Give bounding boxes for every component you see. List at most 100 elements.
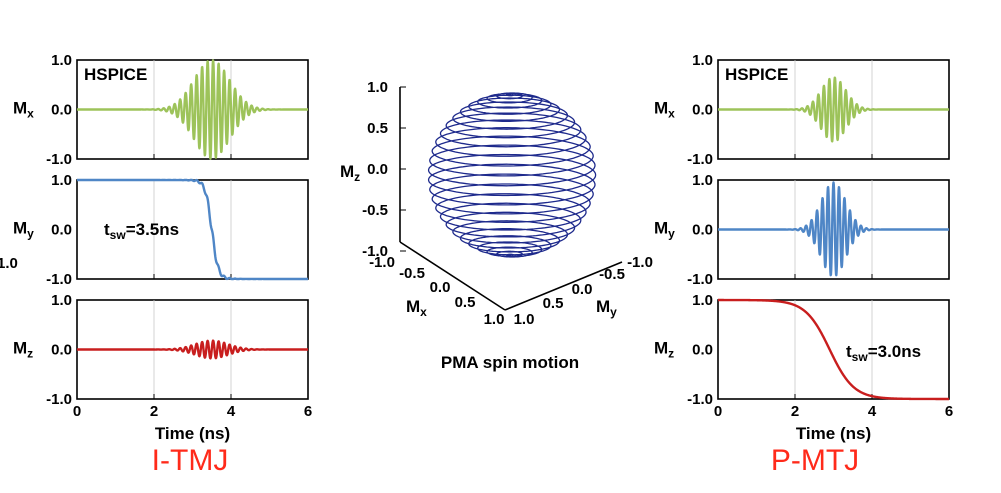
- y-tick-label: 0.0: [51, 222, 72, 239]
- y-tick-label: 0.0: [692, 342, 713, 359]
- hspice-label: HSPICE: [725, 65, 788, 84]
- y-axis-line: [504, 261, 623, 311]
- series-line-mx: [717, 76, 950, 143]
- plot-frame: [717, 299, 950, 400]
- x-tick-label: 0: [73, 403, 81, 420]
- x-axis-label: Time (ns): [796, 424, 871, 443]
- switch-time-t: t: [846, 342, 852, 361]
- series-line-my: [717, 181, 950, 277]
- x-tick-label: 2: [791, 403, 799, 420]
- switch-time-value: =3.5ns: [126, 220, 179, 239]
- switch-time-sub: sw: [852, 350, 869, 364]
- switch-time-t: t: [104, 220, 110, 239]
- y3d-tick-label: -0.5: [599, 266, 625, 283]
- y-tick-label: 0.0: [692, 102, 713, 119]
- x-tick-label: 4: [868, 403, 877, 420]
- z-tick-label: 1.0: [367, 79, 388, 96]
- y-axis-label-main: M: [13, 339, 27, 358]
- y3d-tick-label: 1.0: [514, 311, 535, 328]
- y-tick-label: 1.0: [51, 172, 72, 189]
- y-tick-label: -1.0: [687, 391, 713, 408]
- y-axis-label-sub: x: [668, 107, 675, 121]
- z-tick-label: -0.5: [362, 202, 388, 219]
- panel-left-mz: 1.0 0.0 -1.0 Mz 0 2 4 6 Time (ns): [13, 292, 312, 443]
- y-axis-label-sub: x: [27, 107, 34, 121]
- x3d-tick-label: -1.0: [369, 254, 395, 271]
- hspice-label: HSPICE: [84, 65, 147, 84]
- y-axis-label-sub: z: [668, 347, 674, 361]
- left-device-title: I-TMJ: [152, 444, 229, 477]
- series-line-mz: [76, 339, 309, 360]
- switch-time-label: tsw=3.0ns: [846, 342, 921, 364]
- panel-right-mz: 1.0 0.0 -1.0 Mz 0 2 4 6 Time (ns) tsw=3.0ns: [654, 292, 953, 443]
- y3d-axis-label: My: [596, 297, 617, 319]
- y-tick-label: 1.0: [51, 52, 72, 69]
- x-tick-label: 4: [227, 403, 236, 420]
- x-tick-label: 6: [945, 403, 953, 420]
- x3d-axis-label-sub: x: [420, 305, 427, 319]
- y-axis-label: Mx: [13, 99, 34, 121]
- y-tick-label: -1.0: [46, 271, 72, 288]
- panel-left-my: 1.0 0.0 -1.0 My tsw=3.5ns: [13, 172, 309, 288]
- y-tick-label: 0.0: [692, 222, 713, 239]
- y-tick-label: -1.0: [687, 271, 713, 288]
- edge-fragment-label: 1.0: [0, 255, 18, 272]
- y-tick-label: 1.0: [692, 52, 713, 69]
- x3d-axis-label-main: M: [406, 297, 420, 316]
- x-axis-label: Time (ns): [155, 424, 230, 443]
- y3d-axis-label-main: M: [596, 297, 610, 316]
- y-tick-label: 1.0: [692, 172, 713, 189]
- series-line-mx: [76, 59, 309, 160]
- y3d-tick-label: -1.0: [627, 254, 653, 271]
- y3d-axis-label-sub: y: [610, 305, 617, 319]
- z-tick-label: 0.0: [367, 161, 388, 178]
- z-tick-label: 0.5: [367, 120, 388, 137]
- x-axis-line: [399, 241, 506, 311]
- spin-caption: PMA spin motion: [441, 353, 579, 372]
- y-tick-label: -1.0: [46, 391, 72, 408]
- y-axis-label-sub: z: [27, 347, 33, 361]
- z-axis-label: Mz: [340, 162, 360, 184]
- y-axis-label-sub: y: [27, 227, 34, 241]
- z-axis-label-sub: z: [354, 170, 360, 184]
- z-tick-label: -1.0: [362, 243, 388, 260]
- y-axis-label: My: [13, 219, 34, 241]
- panel-left-mx: 1.0 0.0 -1.0 Mx HSPICE: [13, 52, 309, 168]
- y-tick-label: 1.0: [51, 292, 72, 309]
- y-tick-label: 0.0: [51, 102, 72, 119]
- series-line-my: [76, 178, 309, 281]
- y-axis-label-main: M: [654, 99, 668, 118]
- y-tick-label: 0.0: [51, 342, 72, 359]
- x3d-axis-label: Mx: [406, 297, 427, 319]
- spin-motion-plot: 1.00.50.0-0.5-1.0Mz-1.0-0.50.00.51.0Mx 1.…: [340, 79, 653, 372]
- y-axis-label-main: M: [654, 219, 668, 238]
- switch-time-sub: sw: [110, 228, 127, 242]
- x3d-tick-label: 0.0: [430, 279, 451, 296]
- y3d-tick-label: 0.5: [543, 295, 564, 312]
- y-axis-label: My: [654, 219, 675, 241]
- x3d-tick-label: 1.0: [484, 311, 505, 328]
- y-axis-label: Mx: [654, 99, 675, 121]
- y-axis-label: Mz: [13, 339, 33, 361]
- spin-trajectory: [427, 92, 597, 258]
- panel-right-mx: 1.0 0.0 -1.0 Mx HSPICE: [654, 52, 950, 168]
- y-axis-label: Mz: [654, 339, 674, 361]
- y-axis-label-sub: y: [668, 227, 675, 241]
- y-axis-label-main: M: [13, 99, 27, 118]
- x-tick-label: 0: [714, 403, 722, 420]
- x3d-tick-label: -0.5: [399, 265, 425, 282]
- z-axis-label-main: M: [340, 162, 354, 181]
- y3d-tick-label: 0.0: [572, 281, 593, 298]
- right-device-title: P-MTJ: [771, 444, 859, 477]
- switch-time-value: =3.0ns: [868, 342, 921, 361]
- y-tick-label: -1.0: [46, 151, 72, 168]
- y-tick-label: -1.0: [687, 151, 713, 168]
- y-axis-label-main: M: [13, 219, 27, 238]
- switch-time-label: tsw=3.5ns: [104, 220, 179, 242]
- x3d-tick-label: 0.5: [455, 294, 476, 311]
- x-tick-label: 6: [304, 403, 312, 420]
- x-tick-label: 2: [150, 403, 158, 420]
- y-axis-label-main: M: [654, 339, 668, 358]
- panel-right-my: 1.0 0.0 -1.0 My: [654, 172, 950, 288]
